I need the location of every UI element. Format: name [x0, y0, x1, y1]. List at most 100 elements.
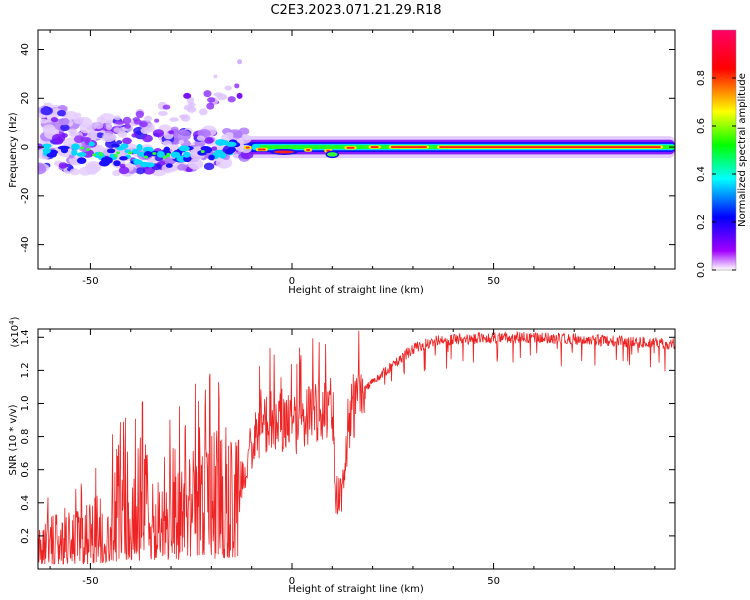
spectral-blob	[237, 59, 243, 65]
colorbar: 0.0 0.2 0.4 0.6 0.8 Normalized spectral ampl…	[696, 29, 748, 278]
spectral-blob	[118, 166, 130, 175]
spectral-blob	[168, 130, 175, 135]
spectral-blob	[131, 133, 138, 138]
spectrogram-ticks: -50 0 50 -40 -20 0 20 40	[20, 30, 675, 287]
spectral-blob	[69, 131, 77, 138]
spectral-blob	[203, 90, 212, 98]
spectral-core	[80, 146, 85, 150]
snr-y-tick-label: 1.0	[20, 396, 31, 412]
spectrogram-x-tick-label: -50	[82, 276, 98, 287]
spectral-core	[131, 148, 140, 154]
snr-y-tick-label: 1.4	[20, 329, 31, 345]
spectral-core	[170, 151, 181, 158]
snr-y-tick-label: 0.2	[20, 528, 31, 544]
spectral-blob	[170, 143, 180, 151]
spectral-blob	[207, 97, 216, 103]
spectral-core	[88, 141, 95, 147]
spectral-blob	[114, 120, 125, 125]
spectral-blob	[211, 146, 218, 151]
spectral-core	[142, 146, 154, 153]
spectral-core	[60, 147, 69, 154]
spectral-blob	[73, 116, 85, 125]
spectral-core	[71, 143, 80, 150]
spectral-core	[162, 155, 167, 159]
spectral-core	[136, 144, 143, 151]
spectral-blob	[132, 117, 140, 122]
spectral-blob	[187, 158, 204, 170]
spectral-core	[76, 157, 87, 164]
spectral-blob	[64, 110, 78, 121]
spectral-core	[178, 145, 190, 152]
spectral-blob	[186, 106, 197, 113]
spectral-blob	[90, 132, 97, 139]
spectral-core	[71, 149, 78, 156]
spectral-blob	[119, 126, 126, 135]
snr-y-tick-label: 0.4	[20, 495, 31, 511]
spectral-blob	[40, 106, 53, 116]
spectral-blob	[236, 92, 243, 99]
spectral-blob	[38, 162, 45, 171]
spectral-blob	[179, 129, 186, 134]
spectral-blob	[135, 110, 145, 119]
spectral-core	[214, 149, 224, 154]
spectral-core	[46, 152, 54, 158]
snr-marks	[38, 330, 675, 565]
spectral-blob	[58, 162, 68, 169]
ridge-hot-red	[257, 148, 266, 151]
colorbar-tick-label: 0.0	[696, 262, 707, 278]
spectral-core	[113, 160, 121, 167]
spectral-core	[156, 151, 165, 158]
spectral-core	[86, 148, 91, 152]
spectral-blob	[204, 137, 214, 144]
spectrogram-x-axis-label: Height of straight line (km)	[288, 285, 424, 296]
spectral-blob	[135, 167, 146, 175]
spectral-core	[92, 153, 97, 157]
spectral-core	[143, 155, 148, 159]
spectral-core	[200, 146, 211, 152]
spectral-blob	[69, 168, 80, 176]
spectral-core	[99, 153, 104, 157]
spectral-blob	[51, 133, 66, 143]
spectral-blob	[57, 109, 66, 117]
spectral-core	[225, 141, 237, 147]
spectral-blob	[162, 104, 171, 110]
spectral-blob	[119, 163, 126, 169]
spectral-blob	[232, 131, 243, 139]
spectral-blob	[60, 124, 70, 132]
colorbar-gradient	[712, 30, 736, 270]
spectral-blob	[124, 123, 131, 129]
spectral-blob	[40, 118, 48, 124]
spectrogram-y-tick-label: 40	[20, 43, 31, 56]
snr-x-tick-label: 0	[289, 576, 295, 587]
spectral-blob	[201, 130, 210, 137]
ridge-hot-red	[390, 146, 428, 149]
spectral-blob	[233, 153, 240, 159]
spectral-blob	[234, 83, 240, 89]
spectrogram-y-axis-label: Frequency (Hz)	[8, 112, 19, 188]
spectral-blob	[177, 163, 187, 171]
snr-ticks: -50 0 50 0.2 0.4 0.6 0.8 1.0 1.2 1.4	[20, 329, 675, 587]
spectral-blob	[80, 136, 92, 142]
spectral-core	[152, 151, 157, 155]
spectral-blob	[50, 116, 59, 123]
snr-x-tick-label: 50	[487, 576, 500, 587]
spectral-blob	[178, 139, 185, 144]
spectrogram-y-tick-label: -40	[20, 236, 31, 252]
colorbar-ticks: 0.0 0.2 0.4 0.6 0.8	[696, 70, 736, 278]
spectral-core	[42, 147, 51, 154]
spectral-core	[166, 154, 171, 158]
spectrogram-panel: -50 0 50 -40 -20 0 20 40 Height of straight lin…	[8, 29, 676, 296]
ridge-dip-core	[273, 150, 294, 154]
ridge-hot-red	[439, 146, 661, 149]
spectrogram-x-tick-label: 50	[487, 276, 500, 287]
colorbar-tick-label: 0.8	[696, 70, 707, 86]
ridge-hot-red	[306, 149, 311, 151]
ridge-wiggle	[325, 150, 340, 159]
spectral-blob	[227, 96, 236, 103]
spectral-blob	[105, 119, 112, 128]
spectral-core	[225, 148, 234, 155]
spectral-blob	[91, 122, 100, 127]
spectral-core	[76, 152, 87, 157]
spectral-blob	[224, 85, 232, 91]
